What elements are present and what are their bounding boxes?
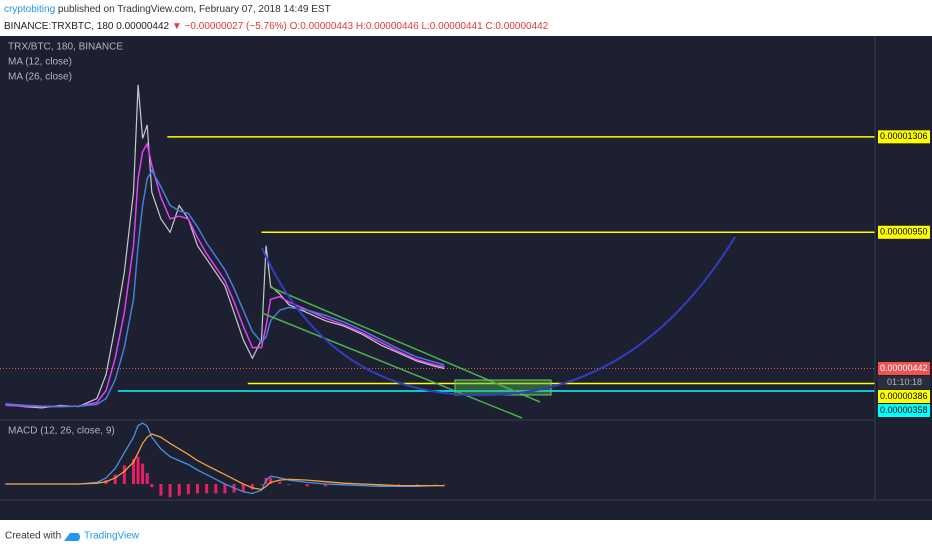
histogram-bar <box>159 484 163 496</box>
high: H:0.00000446 <box>356 21 419 32</box>
histogram-bar <box>442 484 446 485</box>
histogram-bar <box>177 484 181 496</box>
histogram-bar <box>360 484 364 486</box>
quote-line: BINANCE:TRXBTC, 180 0.00000442 ▼ −0.0000… <box>4 21 549 32</box>
chart-background <box>0 36 932 520</box>
histogram-bar <box>214 484 218 494</box>
arrow: ▼ <box>172 21 182 32</box>
histogram-bar <box>278 481 282 484</box>
change: −0.00000027 (−5.76%) <box>185 21 287 32</box>
legend-entry: MA (26, close) <box>8 72 72 83</box>
author: cryptobiting <box>4 4 55 15</box>
histogram-bar <box>145 473 149 484</box>
series-line <box>5 84 445 409</box>
price-label-bg <box>878 390 930 404</box>
histogram-bar <box>136 456 140 484</box>
price-label: 0.00000358 <box>880 405 928 415</box>
histogram-bar <box>433 484 437 485</box>
open: O:0.00000443 <box>290 21 354 32</box>
histogram-bar <box>241 484 245 492</box>
histogram-bar <box>323 484 327 487</box>
histogram-bar <box>287 484 291 485</box>
histogram-bar <box>168 484 172 498</box>
projection-arc <box>261 236 736 397</box>
histogram-bar <box>3 484 7 485</box>
price-label-bg <box>878 225 930 239</box>
macd-title: MACD (12, 26, close, 9) <box>8 426 115 437</box>
legend-entry: TRX/BTC, 180, BINANCE <box>8 42 123 53</box>
plot <box>0 84 875 498</box>
price-label: 0.00001306 <box>880 131 928 141</box>
price-label: 0.00000950 <box>880 227 928 237</box>
footer <box>0 520 932 550</box>
histogram-bar <box>150 484 154 488</box>
histogram-bar <box>259 484 263 485</box>
low: L:0.00000441 <box>421 21 483 32</box>
footer-created: Created with <box>5 531 61 542</box>
histogram-bar <box>250 484 254 490</box>
histogram-bar <box>223 484 227 494</box>
symbol: BINANCE:TRXBTC, 180 <box>4 21 114 32</box>
channel-lower <box>261 312 523 419</box>
price-label: 0.00000386 <box>880 391 928 401</box>
histogram-bar <box>113 474 117 484</box>
channel-upper <box>269 286 541 403</box>
histogram-bar <box>141 463 145 484</box>
histogram-bar <box>397 484 401 485</box>
drawings <box>261 236 736 419</box>
price-label-bg <box>878 404 930 418</box>
histogram-bar <box>305 484 309 487</box>
header-line: cryptobiting published on TradingView.co… <box>4 4 331 15</box>
legend-entry: MA (12, close) <box>8 57 72 68</box>
footer-brand: TradingView <box>84 531 140 542</box>
logo <box>64 533 81 541</box>
series-line <box>5 169 445 408</box>
histogram-bar <box>122 465 126 484</box>
published: published on TradingView.com, February 0… <box>58 4 331 15</box>
countdown: 01:10:18 <box>887 377 922 387</box>
countdown-bg <box>878 376 930 390</box>
histogram-bar <box>269 477 273 484</box>
last: 0.00000442 <box>116 21 169 32</box>
close: C:0.00000442 <box>485 21 548 32</box>
price-label: 0.00000442 <box>880 363 928 373</box>
histogram-bar <box>131 459 135 484</box>
histogram-bar <box>195 484 199 494</box>
histogram-bar <box>205 484 209 494</box>
target-box <box>454 379 552 396</box>
histogram-bar <box>415 484 419 485</box>
macd-line <box>5 433 445 491</box>
histogram-bar <box>186 484 190 495</box>
price-label-bg <box>878 362 930 376</box>
axes: 0.00001306 0.00000950 0.00000442 01:10:18 0.… <box>878 130 930 418</box>
series-line <box>5 141 445 408</box>
price-label-bg <box>878 130 930 144</box>
macd-line <box>5 422 445 495</box>
